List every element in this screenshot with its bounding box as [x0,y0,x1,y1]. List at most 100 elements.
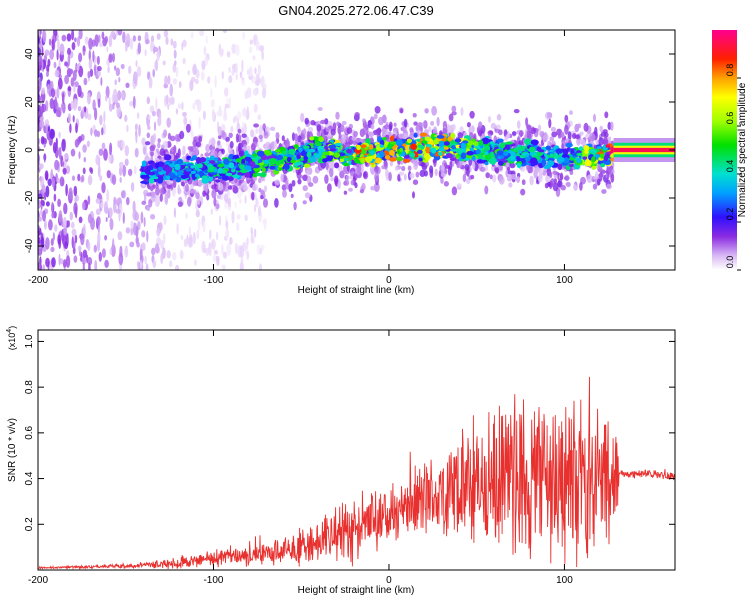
halo-blob [293,201,297,211]
noise-blob [73,202,78,215]
halo-blob [181,181,185,187]
halo-blob [302,200,307,205]
halo-blob [341,120,347,126]
ridge-blob [217,167,224,174]
noise-blob [231,210,235,224]
noise-blob [50,238,54,246]
noise-blob [104,201,108,214]
noise-blob [253,103,258,113]
halo-blob [498,176,505,185]
ridge-blob [261,167,266,173]
ridge-blob [300,151,308,157]
ridge-blob [165,175,171,180]
ridge-blob [322,151,330,156]
noise-blob [86,140,90,148]
noise-blob [67,113,71,124]
halo-blob [448,113,454,122]
halo-blob [407,165,412,171]
halo-blob [154,184,159,189]
noise-blob [228,75,233,84]
noise-blob [144,255,147,265]
halo-blob [601,169,606,174]
halo-blob [304,192,311,199]
noise-blob [100,77,103,86]
ridge-blob [274,149,281,153]
noise-blob [42,103,47,113]
halo-blob [177,201,183,207]
ridge-blob [443,141,450,146]
halo-blob [363,171,367,178]
spectrogram-y-axis-label: Frequency (Hz) [7,116,18,185]
noise-blob [246,250,250,261]
noise-blob [106,46,109,53]
noise-blob [175,108,178,115]
ridge-blob [333,152,341,158]
halo-blob [182,145,186,156]
ridge-blob [433,139,439,145]
noise-blob [97,164,101,178]
noise-blob [103,148,108,161]
noise-blob [151,247,156,256]
halo-blob [228,132,233,139]
noise-blob [140,211,144,224]
halo-blob [606,170,610,180]
halo-blob [281,135,285,142]
ridge-blob [395,139,403,146]
halo-blob [579,131,584,136]
noise-blob [136,112,140,120]
ridge-blob [148,178,155,184]
noise-blob [58,210,63,223]
noise-blob [256,244,261,255]
ridge-blob [194,173,200,178]
noise-blob [66,33,72,42]
halo-blob [549,136,554,142]
halo-blob [388,124,393,132]
noise-blob [126,124,129,133]
ridge-blob [389,135,395,142]
noise-blob [253,204,257,213]
noise-blob [117,30,123,36]
noise-blob [109,103,113,112]
halo-blob [355,167,361,176]
noise-blob [78,65,84,78]
colorbar-tick-label: 0.2 [725,208,735,221]
ridge-blob [197,163,203,169]
noise-blob [49,81,53,91]
halo-blob [343,190,348,195]
halo-blob [320,119,326,125]
noise-blob [211,238,216,250]
ridge-blob [290,159,296,164]
noise-blob [45,257,50,268]
ridge-blob [255,173,264,177]
halo-blob [381,165,386,170]
halo-blob [520,188,526,196]
noise-blob [116,198,122,204]
halo-blob [370,185,375,191]
noise-blob [57,198,61,208]
noise-blob [164,75,168,86]
halo-blob [149,186,154,191]
noise-blob [86,92,91,105]
noise-blob [196,229,200,240]
halo-blob [526,129,532,140]
halo-blob [356,162,362,169]
ridge-blob [141,160,147,167]
noise-blob [239,198,242,204]
halo-blob [374,106,381,114]
noise-blob [221,244,224,255]
halo-blob [610,121,614,131]
ridge-blob [315,142,322,147]
noise-blob [124,44,128,52]
noise-blob [67,86,72,92]
halo-blob [518,140,524,146]
halo-blob [195,192,200,200]
noise-blob [105,85,110,99]
noise-blob [40,209,43,217]
ridge-blob [460,152,467,160]
noise-blob [129,37,134,50]
noise-blob [152,259,157,269]
halo-blob [238,142,243,151]
halo-blob [607,121,612,131]
ridge-blob [516,162,522,168]
noise-blob [133,71,138,85]
